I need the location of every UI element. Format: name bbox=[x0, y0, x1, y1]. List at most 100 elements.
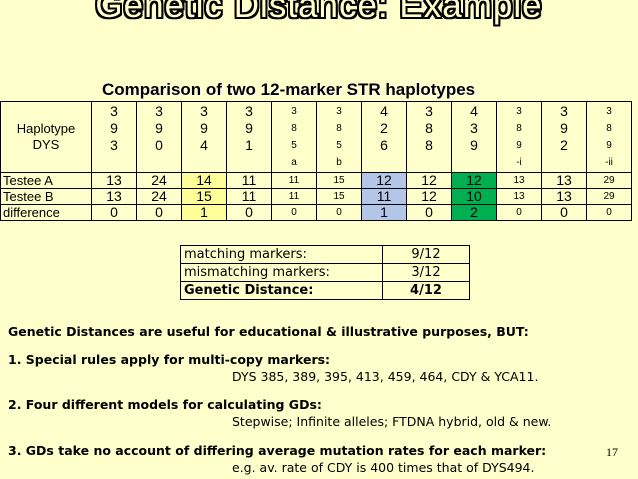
marker-digit: 8 bbox=[606, 123, 612, 134]
marker-digit: 3 bbox=[155, 103, 163, 119]
summary-value: 9/12 bbox=[382, 245, 470, 264]
marker-digit: 3 bbox=[425, 103, 433, 119]
marker-digit: 3 bbox=[245, 103, 253, 119]
row-label: Testee A bbox=[0, 172, 92, 189]
allele-cell: 0 bbox=[226, 204, 272, 221]
allele-cell: 29 bbox=[586, 172, 632, 189]
marker-digit: 3 bbox=[336, 106, 342, 117]
marker-header-cell: 3 8 5 a bbox=[271, 101, 317, 173]
marker-digit: 4 bbox=[200, 137, 208, 153]
difference-row: difference 0 0 1 0 0 0 1 0 2 0 0 0 bbox=[0, 204, 632, 221]
marker-digit: 3 bbox=[516, 106, 522, 117]
marker-digit: 3 bbox=[110, 137, 118, 153]
allele-cell: 24 bbox=[136, 188, 182, 205]
allele-cell: 2 bbox=[451, 204, 497, 221]
marker-digit: 9 bbox=[110, 120, 118, 136]
marker-digit: 8 bbox=[336, 123, 342, 134]
allele-cell: 0 bbox=[271, 204, 317, 221]
allele-cell: 11 bbox=[226, 172, 272, 189]
marker-digit: 3 bbox=[470, 120, 478, 136]
marker-digit: 3 bbox=[110, 103, 118, 119]
page-number: 17 bbox=[606, 445, 618, 459]
marker-digit bbox=[362, 154, 406, 171]
allele-cell: 12 bbox=[451, 172, 497, 189]
allele-cell: 10 bbox=[451, 188, 497, 205]
marker-digit: 8 bbox=[516, 123, 522, 134]
row-label: Testee B bbox=[0, 188, 92, 205]
marker-header-cell: 3 8 9 -ii bbox=[586, 101, 632, 173]
summary-label: Genetic Distance: bbox=[180, 281, 383, 300]
marker-digit: 6 bbox=[380, 137, 388, 153]
marker-digit: 9 bbox=[245, 120, 253, 136]
marker-digit: 9 bbox=[470, 137, 478, 153]
allele-cell: 15 bbox=[316, 188, 362, 205]
marker-digit: 2 bbox=[380, 120, 388, 136]
marker-digit: 1 bbox=[245, 137, 253, 153]
marker-digit: 3 bbox=[560, 103, 568, 119]
allele-cell: 13 bbox=[91, 188, 137, 205]
marker-digit: 5 bbox=[336, 140, 342, 151]
table-caption: Comparison of two 12-marker STR haplotyp… bbox=[102, 80, 476, 99]
marker-digit: a bbox=[291, 157, 297, 168]
summary-label: mismatching markers: bbox=[180, 263, 383, 282]
marker-digit: b bbox=[336, 157, 342, 168]
allele-cell: 24 bbox=[136, 172, 182, 189]
marker-digit: 0 bbox=[155, 137, 163, 153]
allele-cell: 15 bbox=[181, 188, 227, 205]
summary-row: Genetic Distance: 4/12 bbox=[180, 281, 470, 300]
note-1-heading: 1. Special rules apply for multi-copy ma… bbox=[8, 352, 331, 367]
allele-cell: 11 bbox=[271, 172, 317, 189]
marker-header-cell: 3 8 9 -i bbox=[496, 101, 542, 173]
marker-digit: 5 bbox=[291, 140, 297, 151]
marker-digit: 3 bbox=[291, 106, 297, 117]
marker-digit: 9 bbox=[200, 120, 208, 136]
allele-cell: 13 bbox=[91, 172, 137, 189]
allele-cell: 15 bbox=[316, 172, 362, 189]
allele-cell: 12 bbox=[406, 188, 452, 205]
summary-box: matching markers: 9/12 mismatching marke… bbox=[180, 245, 470, 300]
marker-digit: -ii bbox=[605, 157, 613, 168]
allele-cell: 13 bbox=[541, 188, 587, 205]
marker-digit bbox=[542, 154, 586, 171]
allele-cell: 0 bbox=[91, 204, 137, 221]
note-3-detail: e.g. av. rate of CDY is 400 times that o… bbox=[232, 460, 535, 475]
note-3-heading: 3. GDs take no account of differing aver… bbox=[8, 443, 547, 458]
allele-cell: 13 bbox=[541, 172, 587, 189]
allele-cell: 0 bbox=[316, 204, 362, 221]
marker-digit bbox=[182, 154, 226, 171]
allele-cell: 1 bbox=[181, 204, 227, 221]
marker-digit bbox=[407, 154, 451, 171]
marker-digit: 3 bbox=[200, 103, 208, 119]
allele-cell: 0 bbox=[586, 204, 632, 221]
marker-digit bbox=[92, 154, 136, 171]
note-2-detail: Stepwise; Infinite alleles; FTDNA hybrid… bbox=[232, 414, 552, 429]
allele-cell: 14 bbox=[181, 172, 227, 189]
testee-a-row: Testee A 13 24 14 11 11 15 12 12 12 13 13 29 bbox=[0, 172, 632, 189]
summary-value: 3/12 bbox=[382, 263, 470, 282]
allele-cell: 12 bbox=[361, 172, 407, 189]
marker-digit: 9 bbox=[560, 120, 568, 136]
allele-cell: 11 bbox=[361, 188, 407, 205]
note-1-detail: DYS 385, 389, 395, 413, 459, 464, CDY & … bbox=[232, 369, 539, 384]
summary-row: mismatching markers: 3/12 bbox=[180, 263, 470, 282]
marker-digit bbox=[137, 154, 181, 171]
marker-digit: 2 bbox=[560, 137, 568, 153]
marker-digit: 9 bbox=[516, 140, 522, 151]
marker-digit: 9 bbox=[155, 120, 163, 136]
allele-cell: 11 bbox=[226, 188, 272, 205]
allele-cell: 0 bbox=[406, 204, 452, 221]
allele-cell: 13 bbox=[496, 172, 542, 189]
marker-digit: 8 bbox=[425, 137, 433, 153]
allele-cell: 12 bbox=[406, 172, 452, 189]
note-2-heading: 2. Four different models for calculating… bbox=[8, 397, 322, 412]
dys-label: DYS bbox=[32, 137, 60, 152]
marker-digit: 8 bbox=[291, 123, 297, 134]
marker-digit: 8 bbox=[425, 120, 433, 136]
